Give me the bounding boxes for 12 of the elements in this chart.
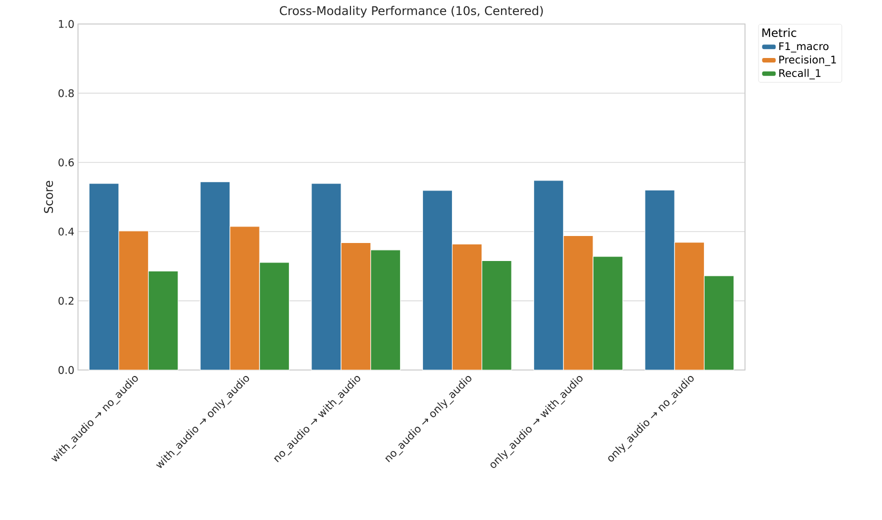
legend-label: Precision_1 bbox=[779, 55, 836, 66]
legend-label: Recall_1 bbox=[779, 68, 820, 80]
y-tick-label: 0.2 bbox=[58, 296, 74, 305]
chart-title: Cross-Modality Performance (10s, Centered) bbox=[280, 6, 543, 18]
y-tick-label: 1.0 bbox=[58, 20, 74, 28]
y-tick-label: 0.6 bbox=[58, 158, 74, 166]
legend-title: Metric bbox=[762, 28, 796, 38]
y-tick-label: 0.0 bbox=[58, 366, 74, 374]
legend-label: F1_macro bbox=[779, 42, 828, 52]
y-tick-label: 0.4 bbox=[58, 228, 74, 236]
y-axis-title: Score bbox=[44, 180, 53, 213]
y-tick-label: 0.8 bbox=[58, 89, 74, 98]
